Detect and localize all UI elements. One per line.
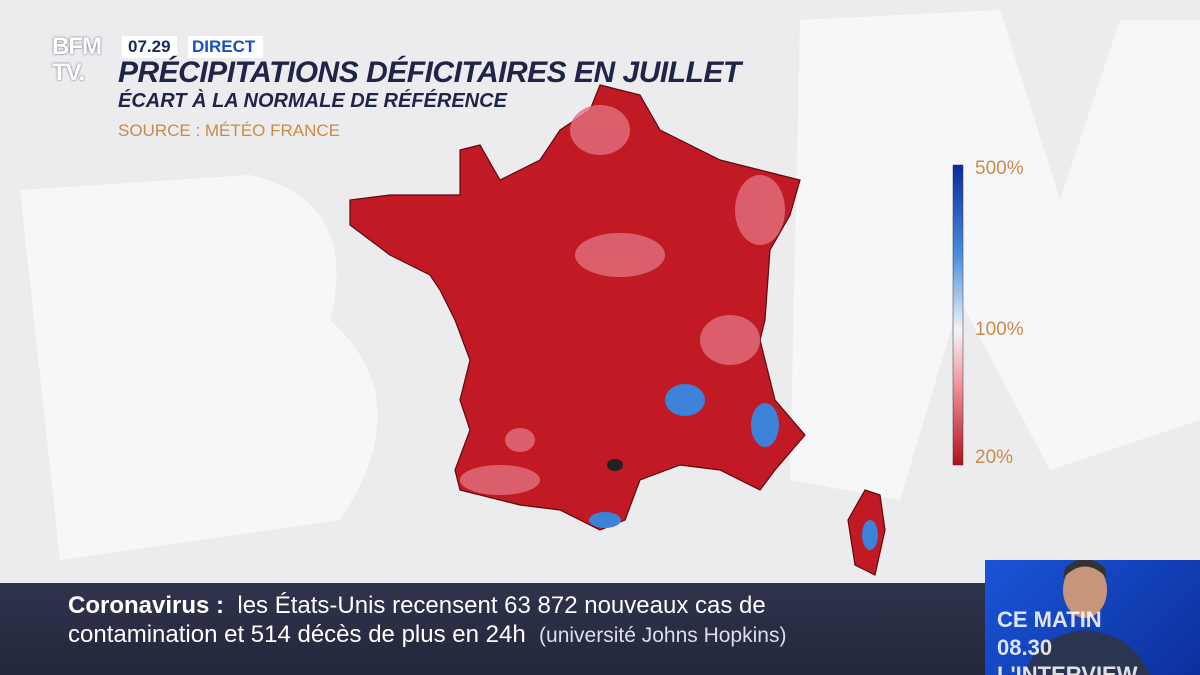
color-scale: [952, 164, 964, 466]
subtitle: ÉCART À LA NORMALE DE RÉFÉRENCE: [118, 90, 507, 112]
ticker-line: Coronavirus : les États-Unis recensent 6…: [68, 592, 766, 620]
logo-bottom: TV.: [52, 59, 85, 86]
ticker-text: les États-Unis recensent 63 872 nouveaux…: [237, 592, 766, 619]
wet-areas: [862, 520, 878, 550]
background-letters: [20, 10, 1200, 560]
ticker-text: contamination et 514 décès de plus en 24…: [68, 621, 526, 648]
light-areas: [460, 105, 785, 495]
legend-label: 500%: [975, 158, 1024, 179]
legend-label: 100%: [975, 319, 1024, 340]
ticker-source: (université Johns Hopkins): [539, 624, 787, 647]
time: 07.29: [122, 36, 177, 58]
program-inset: CE MATIN 08.30 L'INTERVIEW: [985, 560, 1200, 675]
legend-label: 20%: [975, 447, 1014, 468]
mainland: [349, 84, 806, 531]
ticker-topic: Coronavirus :: [68, 592, 225, 619]
inset-text: L'INTERVIEW: [997, 662, 1138, 675]
inset-text: 08.30: [997, 635, 1053, 660]
ticker-line: contamination et 514 décès de plus en 24…: [68, 621, 786, 649]
title: PRÉCIPITATIONS DÉFICITAIRES EN JUILLET: [118, 56, 741, 89]
presenter: [1025, 560, 1150, 675]
wet-areas: [589, 384, 779, 528]
inset-text: CE MATIN: [997, 607, 1102, 632]
france-map: [349, 84, 886, 576]
logo: BFM TV.: [52, 34, 114, 86]
logo-top: BFM: [52, 33, 102, 60]
source: SOURCE : MÉTÉO FRANCE: [118, 121, 340, 140]
live-tag: DIRECT: [188, 36, 264, 58]
news-ticker: [0, 583, 985, 675]
